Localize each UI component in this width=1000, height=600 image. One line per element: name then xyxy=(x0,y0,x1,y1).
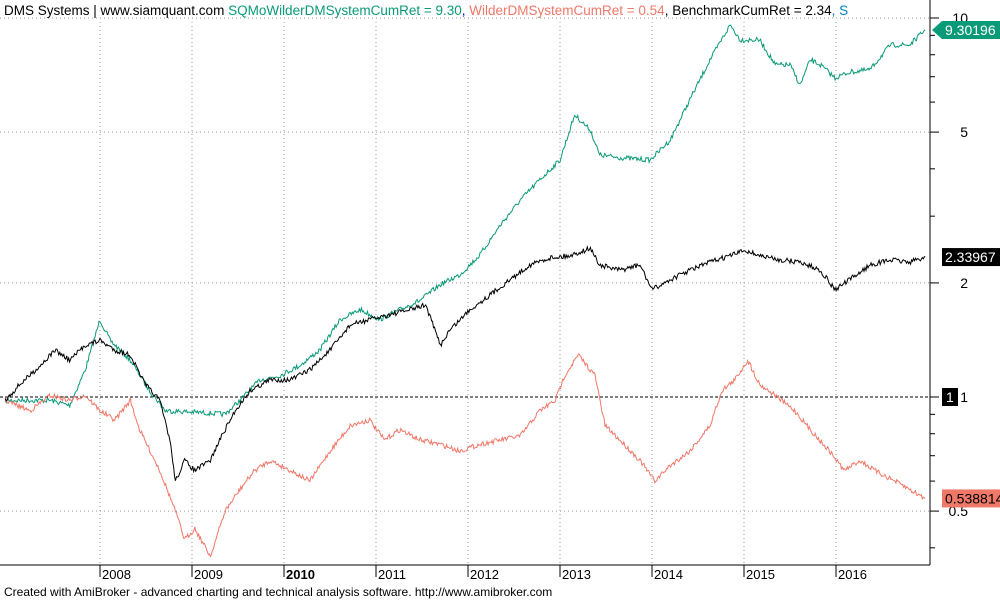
series-line-WilderDMSystemCumRet xyxy=(4,353,926,558)
x-tick-label: 2011 xyxy=(378,567,406,582)
last-value-label: 9.30196 xyxy=(945,22,996,38)
title-prefix: DMS Systems | www.siamquant.com xyxy=(4,3,229,18)
x-tick-label: 2008 xyxy=(102,567,131,582)
reference-badge xyxy=(942,388,958,406)
legend-sep: , xyxy=(461,3,470,18)
x-tick-label: 2010 xyxy=(286,567,315,582)
x-tick-label: 2013 xyxy=(562,567,591,582)
last-value-badge xyxy=(932,20,1000,39)
last-value-label: 0.538814 xyxy=(945,490,1000,506)
x-tick-label: 2012 xyxy=(470,567,499,582)
x-tick-label: 2015 xyxy=(746,567,775,582)
reference-label: 1 xyxy=(946,389,954,405)
y-tick-label: 5 xyxy=(960,124,968,140)
y-tick-label: 2 xyxy=(960,275,968,291)
series-layer xyxy=(4,24,926,558)
last-value-badge xyxy=(942,489,1000,508)
footer-credit: Created with AmiBroker - advanced charti… xyxy=(4,585,553,599)
gridlines xyxy=(0,17,930,565)
x-tick-label: 2016 xyxy=(838,567,867,582)
legend-wilder: WilderDMSystemCumRet = 0.54 xyxy=(469,3,665,18)
x-tick-label: 2009 xyxy=(194,567,223,582)
y-tick-label: 1 xyxy=(960,389,968,405)
chart-title: DMS Systems | www.siamquant.com SQMoWild… xyxy=(4,3,930,18)
value-labels: 9.30196 0.538814 2.33967 1 xyxy=(932,20,1000,508)
legend-sqmo: SQMoWilderDMSystemCumRet = 9.30 xyxy=(228,3,462,18)
last-value-label: 2.33967 xyxy=(945,249,996,265)
axes: 2008 2009 2010 2011 2012 2013 2014 2015 20161052… xyxy=(0,0,968,582)
legend-sep: , xyxy=(664,3,673,18)
x-tick-label: 2014 xyxy=(654,567,683,582)
legend-benchmark: BenchmarkCumRet = 2.34 xyxy=(672,3,832,18)
series-line-BenchmarkCumRet xyxy=(4,245,926,481)
legend-sep: , S xyxy=(831,3,849,18)
last-value-badge xyxy=(942,248,1000,267)
series-line-SQMoWilderDMSystemCumRet xyxy=(4,24,926,418)
